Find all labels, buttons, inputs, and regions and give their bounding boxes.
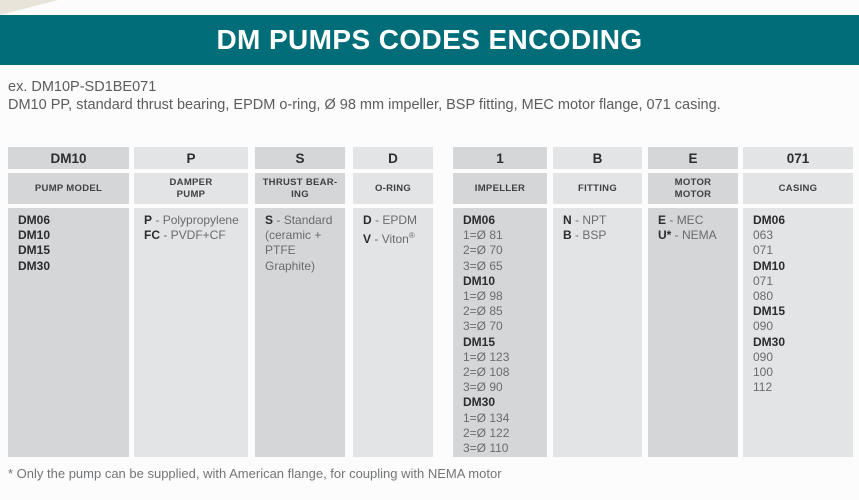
thrust-bearing-value-line: S - Standard xyxy=(265,213,333,227)
thrust-bearing-values: S - Standard (ceramic + PTFE Graphite) xyxy=(255,208,345,457)
thrust-bearing-label: THRUST BEAR- ING xyxy=(255,173,345,204)
page-corner-decoration xyxy=(0,0,58,15)
impeller-value-line: 1=Ø 123 xyxy=(463,349,510,364)
impeller-value-line: 3=Ø 70 xyxy=(463,319,503,334)
o-ring-code: D xyxy=(353,147,433,169)
impeller-value-line: 1=Ø 98 xyxy=(463,289,503,304)
column-motor: E MOTOR MOTOR E - MEC U* - NEMA xyxy=(648,147,738,457)
impeller-value-line: 3=Ø 110 xyxy=(463,441,509,456)
impeller-value-line: DM10 xyxy=(463,273,496,288)
o-ring-values: D - EPDM V - Viton® xyxy=(353,208,433,457)
fitting-value-line: B - BSP xyxy=(563,228,607,243)
impeller-value-line: 2=Ø 70 xyxy=(463,243,503,258)
impeller-values: DM06 1=Ø 81 2=Ø 70 3=Ø 65 DM10 1=Ø 98 2=Ø 85 3=… xyxy=(453,208,547,457)
impeller-value-line: DM06 xyxy=(463,213,496,227)
thrust-bearing-code: S xyxy=(255,147,345,169)
casing-value-line: 080 xyxy=(753,289,774,304)
motor-label: MOTOR MOTOR xyxy=(648,173,738,204)
impeller-label: IMPELLER xyxy=(453,173,547,204)
casing-label: CASING xyxy=(743,173,853,204)
column-pump-model: DM10 PUMP MODEL DM06 DM10 DM15 DM30 xyxy=(8,147,129,457)
pump-model-value-line: DM06 xyxy=(18,213,51,227)
pump-model-value-line: DM10 xyxy=(18,228,51,243)
damper-pump-value-line: P - Polypropylene xyxy=(144,213,239,227)
casing-value-line: 071 xyxy=(753,273,774,288)
impeller-value-line: DM30 xyxy=(463,395,496,410)
casing-value-line: DM15 xyxy=(753,304,786,319)
casing-value-line: DM06 xyxy=(753,213,786,227)
column-casing: 071 CASING DM06 063 071 DM10 071 080 DM15 090 DM30… xyxy=(743,147,853,457)
casing-value-line: 071 xyxy=(753,243,774,258)
impeller-value-line: 2=Ø 108 xyxy=(463,365,510,380)
footnote: * Only the pump can be supplied, with Am… xyxy=(8,466,502,481)
casing-value-line: DM10 xyxy=(753,258,786,273)
casing-value-line: 063 xyxy=(753,228,774,243)
column-damper-pump: P DAMPER PUMP P - Polypropylene FC - PVDF+C… xyxy=(134,147,248,457)
o-ring-label: O-RING xyxy=(353,173,433,204)
pump-model-value-line: DM30 xyxy=(18,258,51,273)
impeller-value-line: 1=Ø 134 xyxy=(463,410,510,425)
damper-pump-label: DAMPER PUMP xyxy=(134,173,248,204)
fitting-label: FITTING xyxy=(553,173,642,204)
thrust-bearing-value-line: PTFE Graphite) xyxy=(265,243,316,273)
impeller-value-line: 3=Ø 90 xyxy=(463,380,503,395)
column-o-ring: D O-RING D - EPDM V - Viton® xyxy=(353,147,433,457)
o-ring-value-line: V - Viton® xyxy=(363,231,415,247)
example-description: DM10 PP, standard thrust bearing, EPDM o… xyxy=(8,97,721,113)
example-code: ex. DM10P-SD1BE071 xyxy=(8,79,157,95)
fitting-value-line: N - NPT xyxy=(563,213,607,227)
motor-value-line: E - MEC xyxy=(658,213,704,227)
thrust-bearing-value-line: (ceramic + xyxy=(265,228,322,243)
casing-code: 071 xyxy=(743,147,853,169)
title-band: DM PUMPS CODES ENCODING xyxy=(0,15,859,65)
column-fitting: B FITTING N - NPT B - BSP xyxy=(553,147,642,457)
casing-value-line: 100 xyxy=(753,365,774,380)
motor-code: E xyxy=(648,147,738,169)
impeller-value-line: 2=Ø 122 xyxy=(463,425,510,440)
casing-value-line: 090 xyxy=(753,319,774,334)
page-title: DM PUMPS CODES ENCODING xyxy=(216,24,643,55)
fitting-values: N - NPT B - BSP xyxy=(553,208,642,457)
damper-pump-value-line: FC - PVDF+CF xyxy=(144,228,226,243)
damper-pump-values: P - Polypropylene FC - PVDF+CF xyxy=(134,208,248,457)
pump-model-values: DM06 DM10 DM15 DM30 xyxy=(8,208,129,457)
casing-values: DM06 063 071 DM10 071 080 DM15 090 DM30 090 100 112 xyxy=(743,208,853,457)
casing-value-line: 112 xyxy=(753,380,773,395)
impeller-value-line: 3=Ø 65 xyxy=(463,258,503,273)
impeller-value-line: DM15 xyxy=(463,334,496,349)
motor-value-line: U* - NEMA xyxy=(658,228,717,243)
motor-values: E - MEC U* - NEMA xyxy=(648,208,738,457)
damper-pump-code: P xyxy=(134,147,248,169)
o-ring-value-line: D - EPDM xyxy=(363,213,418,227)
impeller-code: 1 xyxy=(453,147,547,169)
pump-model-value-line: DM15 xyxy=(18,243,51,258)
casing-value-line: DM30 xyxy=(753,334,786,349)
casing-value-line: 090 xyxy=(753,349,774,364)
impeller-value-line: 1=Ø 81 xyxy=(463,228,503,243)
impeller-value-line: 2=Ø 85 xyxy=(463,304,503,319)
column-impeller: 1 IMPELLER DM06 1=Ø 81 2=Ø 70 3=Ø 65 DM10 1=Ø 9… xyxy=(453,147,547,457)
column-thrust-bearing: S THRUST BEAR- ING S - Standard (ceramic + P… xyxy=(255,147,345,457)
pump-codes-table: DM10 PUMP MODEL DM06 DM10 DM15 DM30 P DAMPER PU… xyxy=(8,147,853,457)
pump-model-code: DM10 xyxy=(8,147,129,169)
pump-model-label: PUMP MODEL xyxy=(8,173,129,204)
fitting-code: B xyxy=(553,147,642,169)
